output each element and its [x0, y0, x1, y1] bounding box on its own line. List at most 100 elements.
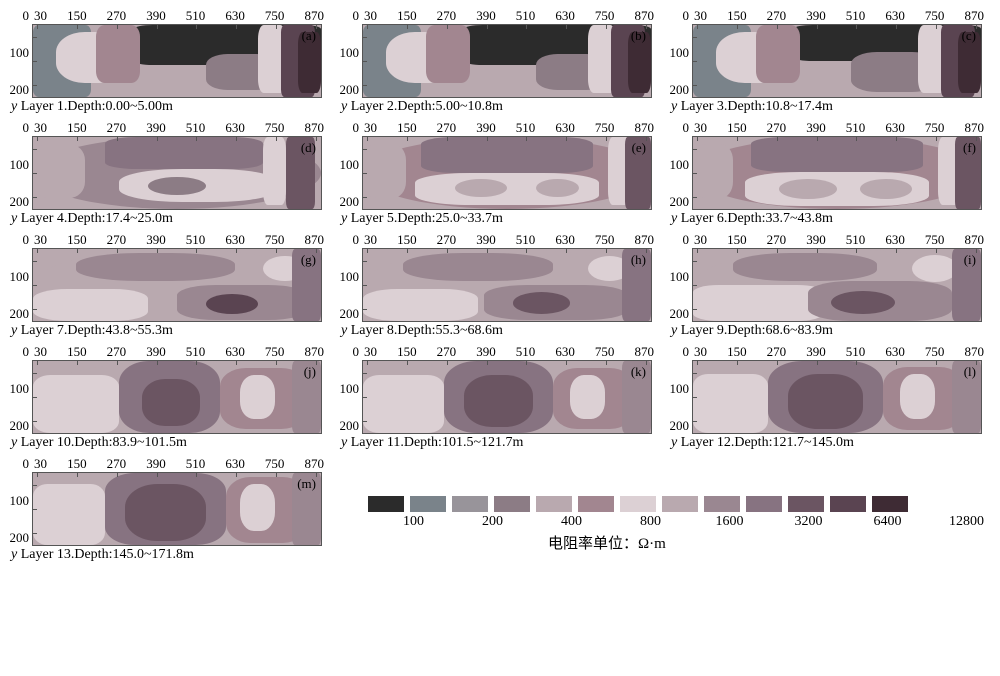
x-tick-label: 750	[265, 8, 285, 24]
x-tick-label: 30	[694, 120, 707, 136]
contour-region	[363, 289, 478, 321]
x-tick-label: 630	[225, 344, 245, 360]
x-tick-label: 630	[885, 344, 905, 360]
x-tick-label: 390	[146, 344, 166, 360]
contour-region	[751, 137, 924, 172]
y-tick-label: 0	[353, 8, 360, 24]
contour-region	[779, 179, 837, 199]
y-tick-label: 100	[670, 381, 690, 397]
y-tick-label: 100	[670, 157, 690, 173]
x-tick-label: 270	[107, 120, 127, 136]
contour-region	[363, 144, 406, 198]
x-tick-label: 390	[146, 8, 166, 24]
x-tick-label: 750	[925, 232, 945, 248]
y-tick-label: 100	[10, 493, 30, 509]
x-tick-label: 750	[925, 344, 945, 360]
panel-id-label: (j)	[304, 364, 316, 380]
plot-area: (g)	[32, 248, 322, 322]
x-axis: 30150270390510630750870	[362, 120, 656, 136]
contour-region	[455, 179, 507, 197]
panel-caption: y Layer 4.Depth:17.4~25.0m	[8, 211, 328, 230]
y-tick-label: 200	[340, 82, 360, 98]
panel-i: 010020030150270390510630750870(i)y Layer…	[668, 232, 988, 342]
contour-region	[693, 285, 823, 321]
y-axis: 0100200	[338, 8, 362, 98]
legend-swatch	[620, 496, 656, 512]
x-tick-label: 750	[595, 120, 615, 136]
x-tick-label: 510	[186, 8, 206, 24]
panel-id-label: (a)	[302, 28, 316, 44]
y-axis: 0100200	[668, 232, 692, 322]
x-tick-label: 30	[364, 8, 377, 24]
contour-region	[33, 289, 148, 321]
x-tick-label: 870	[304, 456, 324, 472]
x-tick-label: 510	[186, 232, 206, 248]
x-tick-label: 750	[265, 120, 285, 136]
x-tick-label: 30	[694, 232, 707, 248]
x-tick-label: 750	[925, 120, 945, 136]
x-tick-label: 270	[437, 232, 457, 248]
x-tick-label: 150	[727, 8, 747, 24]
panel-id-label: (h)	[631, 252, 646, 268]
y-tick-label: 200	[340, 194, 360, 210]
x-tick-label: 630	[885, 8, 905, 24]
x-tick-label: 150	[67, 8, 87, 24]
x-tick-label: 390	[806, 120, 826, 136]
y-tick-label: 0	[353, 344, 360, 360]
panel-id-label: (f)	[963, 140, 976, 156]
legend-value: 1600	[708, 514, 751, 530]
x-tick-label: 510	[846, 8, 866, 24]
x-tick-label: 870	[634, 232, 654, 248]
panel-id-label: (i)	[964, 252, 976, 268]
y-tick-label: 100	[670, 45, 690, 61]
x-tick-label: 510	[516, 8, 536, 24]
legend-swatch	[662, 496, 698, 512]
contour-region	[570, 375, 605, 418]
y-tick-label: 200	[670, 194, 690, 210]
y-axis: 0100200	[8, 344, 32, 434]
contour-region	[421, 137, 594, 173]
x-axis: 30150270390510630750870	[32, 456, 326, 472]
plot-area: (a)	[32, 24, 322, 98]
x-tick-label: 390	[476, 344, 496, 360]
x-axis: 30150270390510630750870	[692, 344, 986, 360]
plot-area: (b)	[362, 24, 652, 98]
contour-region	[900, 374, 935, 419]
x-tick-label: 870	[964, 120, 984, 136]
y-axis: 0100200	[338, 232, 362, 322]
x-tick-label: 750	[595, 344, 615, 360]
contour-region	[96, 25, 139, 83]
x-tick-label: 30	[34, 344, 47, 360]
contour-region	[142, 379, 200, 426]
x-tick-label: 630	[555, 120, 575, 136]
panel-id-label: (k)	[631, 364, 646, 380]
x-tick-label: 390	[146, 456, 166, 472]
x-tick-label: 870	[634, 120, 654, 136]
contour-region	[426, 25, 469, 83]
panel-f: 010020030150270390510630750870(f)y Layer…	[668, 120, 988, 230]
panel-caption: y Layer 5.Depth:25.0~33.7m	[338, 211, 658, 230]
y-tick-label: 0	[683, 232, 690, 248]
x-tick-label: 390	[806, 8, 826, 24]
contour-region	[693, 374, 768, 433]
x-tick-label: 30	[694, 344, 707, 360]
plot-area: (i)	[692, 248, 982, 322]
panel-caption: y Layer 10.Depth:83.9~101.5m	[8, 435, 328, 454]
x-tick-label: 270	[767, 120, 787, 136]
x-tick-label: 30	[694, 8, 707, 24]
y-axis: 0100200	[668, 120, 692, 210]
x-tick-label: 630	[885, 232, 905, 248]
x-tick-label: 870	[964, 8, 984, 24]
y-axis: 0100200	[668, 344, 692, 434]
panel-m: 010020030150270390510630750870(m)y Layer…	[8, 456, 328, 566]
panel-caption: y Layer 12.Depth:121.7~145.0m	[668, 435, 988, 454]
x-axis: 30150270390510630750870	[362, 232, 656, 248]
x-tick-label: 870	[304, 344, 324, 360]
y-axis: 0100200	[338, 344, 362, 434]
y-tick-label: 0	[683, 344, 690, 360]
y-tick-label: 200	[10, 418, 30, 434]
x-tick-label: 390	[476, 232, 496, 248]
plot-area: (l)	[692, 360, 982, 434]
x-tick-label: 150	[67, 456, 87, 472]
panel-caption: y Layer 7.Depth:43.8~55.3m	[8, 323, 328, 342]
